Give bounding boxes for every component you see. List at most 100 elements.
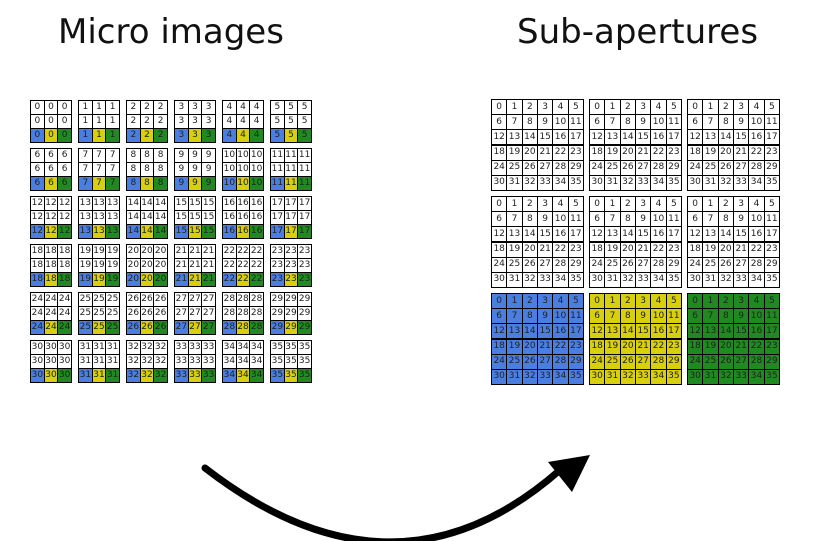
micro-image-cell: 2 [126, 128, 141, 143]
micro-image-block: 28 28 28 28 28 28 28 28 28 [222, 292, 264, 335]
sub-aperture-block: 0 1 2 3 4 5 6 7 8 9 10 11 12 13 14 15 16 17 18 19 20 21 22 23 24… [491, 99, 584, 191]
micro-image-cell: 28 [249, 320, 264, 335]
micro-image-cell: 1 [105, 128, 120, 143]
micro-image-block: 31 31 31 31 31 31 31 31 31 [78, 340, 120, 383]
sub-aperture-cell: 5 [567, 196, 584, 213]
micro-image-cell: 19 [105, 272, 120, 287]
micro-image-cell: 0 [57, 128, 72, 143]
micro-image-cell: 17 [297, 196, 312, 211]
micro-image-cell: 3 [174, 128, 189, 143]
sub-aperture-cell: 23 [665, 144, 682, 161]
sub-aperture-cell: 35 [665, 174, 682, 191]
micro-image-cell: 16 [249, 224, 264, 239]
sub-aperture-cell: 33 [537, 174, 554, 191]
micro-image-cell: 25 [105, 320, 120, 335]
sub-aperture-cell: 17 [567, 323, 584, 340]
micro-image-cell: 32 [153, 368, 168, 383]
sub-aperture-block: 0 1 2 3 4 5 6 7 8 9 10 11 12 13 14 15 16 17 18 19 20 21 22 23 24… [589, 293, 682, 385]
micro-image-block: 17 17 17 17 17 17 17 17 17 [270, 196, 312, 239]
micro-image-cell: 3 [201, 128, 216, 143]
micro-image-block: 16 16 16 16 16 16 16 16 16 [222, 196, 264, 239]
micro-image-cell: 20 [153, 272, 168, 287]
micro-image-cell: 15 [201, 224, 216, 239]
sub-aperture-cell: 35 [763, 368, 780, 385]
micro-image-cell: 30 [57, 368, 72, 383]
micro-image-block: 33 33 33 33 33 33 33 33 33 [174, 340, 216, 383]
micro-image-block: 20 20 20 20 20 20 20 20 20 [126, 244, 168, 287]
micro-image-cell: 13 [105, 224, 120, 239]
micro-image-cell: 31 [91, 368, 107, 383]
sub-aperture-cell: 31 [506, 368, 523, 385]
micro-image-block: 22 22 22 22 22 22 22 22 22 [222, 244, 264, 287]
sub-aperture-cell: 35 [665, 368, 682, 385]
micro-images-title: Micro images [58, 12, 284, 52]
micro-image-block: 27 27 27 27 27 27 27 27 27 [174, 292, 216, 335]
sub-aperture-block: 0 1 2 3 4 5 6 7 8 9 10 11 12 13 14 15 16 17 18 19 20 21 22 23 24… [491, 196, 584, 288]
micro-image-cell: 24 [57, 320, 72, 335]
micro-image-cell: 26 [153, 320, 168, 335]
micro-image-cell: 27 [201, 320, 216, 335]
micro-image-block: 25 25 25 25 25 25 25 25 25 [78, 292, 120, 335]
sub-aperture-cell: 5 [763, 99, 780, 116]
micro-image-cell: 32 [139, 368, 155, 383]
sub-aperture-cell: 35 [763, 271, 780, 288]
micro-image-cell: 22 [249, 258, 264, 273]
micro-image-cell: 10 [235, 176, 251, 191]
micro-image-cell: 8 [153, 176, 168, 191]
micro-image-cell: 31 [105, 354, 120, 369]
sub-aperture-cell: 11 [665, 308, 682, 325]
micro-image-cell: 26 [139, 320, 155, 335]
micro-image-block: 34 34 34 34 34 34 34 34 34 [222, 340, 264, 383]
micro-image-cell: 23 [297, 244, 312, 259]
micro-image-block: 29 29 29 29 29 29 29 29 29 [270, 292, 312, 335]
sub-aperture-cell: 34 [650, 174, 667, 191]
micro-image-cell: 9 [201, 176, 216, 191]
micro-image-cell: 6 [57, 176, 72, 191]
micro-image-cell: 11 [297, 162, 312, 177]
micro-image-cell: 17 [297, 224, 312, 239]
sub-aperture-cell: 34 [748, 271, 765, 288]
micro-image-block: 19 19 19 19 19 19 19 19 19 [78, 244, 120, 287]
micro-image-block: 26 26 26 26 26 26 26 26 26 [126, 292, 168, 335]
micro-image-cell: 7 [105, 176, 120, 191]
micro-image-block: 18 18 18 18 18 18 18 18 18 [30, 244, 72, 287]
micro-image-cell: 15 [187, 224, 203, 239]
micro-image-cell: 8 [153, 148, 168, 163]
sub-aperture-cell: 31 [604, 174, 621, 191]
sub-aperture-block: 0 1 2 3 4 5 6 7 8 9 10 11 12 13 14 15 16 17 18 19 20 21 22 23 24… [687, 196, 780, 288]
micro-image-cell: 14 [153, 224, 168, 239]
sub-aperture-cell: 23 [763, 338, 780, 355]
sub-aperture-cell: 17 [567, 226, 584, 243]
micro-image-cell: 16 [249, 210, 264, 225]
sub-aperture-cell: 32 [619, 368, 636, 385]
micro-image-block: 21 21 21 21 21 21 21 21 21 [174, 244, 216, 287]
micro-image-cell: 2 [153, 128, 168, 143]
micro-image-cell: 23 [297, 272, 312, 287]
sub-aperture-block: 0 1 2 3 4 5 6 7 8 9 10 11 12 13 14 15 16 17 18 19 20 21 22 23 24… [589, 196, 682, 288]
micro-image-cell: 3 [187, 128, 203, 143]
sub-aperture-cell: 35 [567, 271, 584, 288]
sub-aperture-cell: 35 [567, 174, 584, 191]
micro-image-block: 15 15 15 15 15 15 15 15 15 [174, 196, 216, 239]
sub-aperture-cell: 11 [763, 308, 780, 325]
micro-image-cell: 31 [105, 368, 120, 383]
sub-aperture-cell: 35 [665, 271, 682, 288]
micro-image-cell: 35 [297, 368, 312, 383]
sub-aperture-cell: 32 [521, 271, 538, 288]
micro-image-cell: 10 [249, 176, 264, 191]
micro-image-block: 24 24 24 24 24 24 24 24 24 [30, 292, 72, 335]
micro-image-cell: 17 [270, 224, 285, 239]
micro-image-cell: 18 [57, 272, 72, 287]
micro-image-cell: 9 [201, 162, 216, 177]
micro-image-block: 23 23 23 23 23 23 23 23 23 [270, 244, 312, 287]
sub-aperture-cell: 29 [665, 159, 682, 176]
micro-image-cell: 11 [297, 176, 312, 191]
